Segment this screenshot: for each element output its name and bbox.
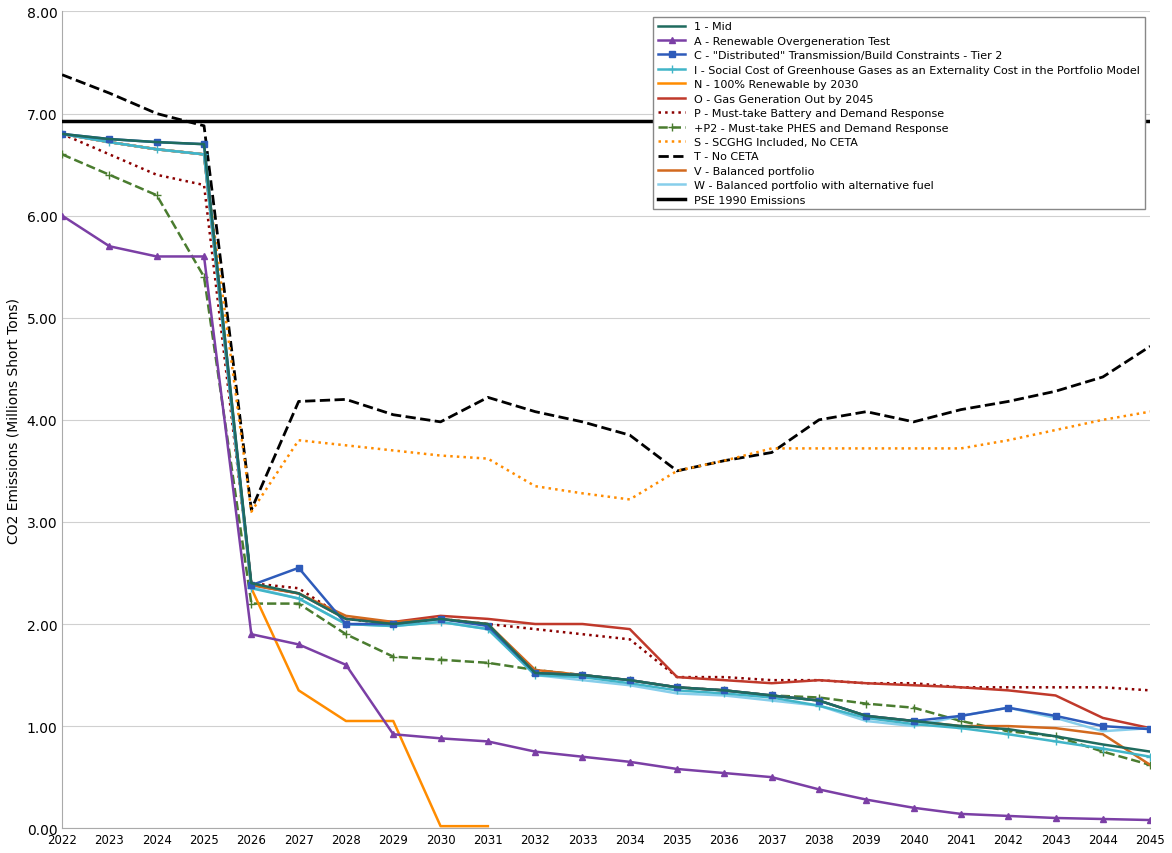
Y-axis label: CO2 Emissions (Millions Short Tons): CO2 Emissions (Millions Short Tons) xyxy=(7,298,21,543)
Legend: 1 - Mid, A - Renewable Overgeneration Test, C - "Distributed" Transmission/Build: 1 - Mid, A - Renewable Overgeneration Te… xyxy=(653,18,1145,210)
